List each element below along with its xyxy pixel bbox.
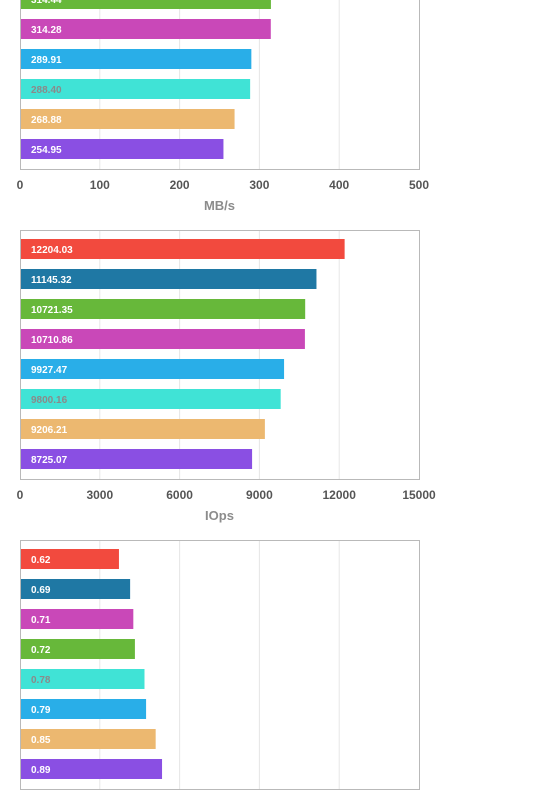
bar	[21, 19, 271, 39]
x-tick-label: 3000	[86, 488, 113, 502]
x-axis-title: IOps	[205, 508, 234, 523]
x-tick-label: 15000	[402, 488, 436, 502]
bar	[21, 269, 317, 289]
x-axis-title: MB/s	[204, 198, 235, 213]
bar	[21, 609, 134, 629]
x-tick-label: 12000	[323, 488, 357, 502]
bar-value-label: 289.91	[31, 55, 62, 66]
bar-value-label: 10710.86	[31, 335, 73, 346]
bar	[21, 329, 305, 349]
bar-value-label: 314.28	[31, 25, 62, 36]
bar	[21, 419, 265, 439]
x-tick-label: 0	[17, 488, 24, 502]
chart-1: 314.44 314.28 289.91 288.40 268.88 254.95 0 100…	[17, 0, 429, 213]
bar-value-label: 0.85	[31, 735, 51, 746]
bar-value-label: 11145.32	[31, 275, 72, 286]
bar-value-label: 0.78	[31, 675, 51, 686]
bar-value-label: 9800.16	[31, 395, 68, 406]
x-tick-label: 6000	[166, 488, 193, 502]
x-tick-label: 400	[329, 178, 349, 192]
bar	[21, 359, 285, 379]
x-tick-label: 200	[170, 178, 190, 192]
x-tick-label: 300	[249, 178, 269, 192]
bar-value-label: 9927.47	[31, 365, 68, 376]
bar-value-label: 9206.21	[31, 425, 68, 436]
bar	[21, 699, 147, 719]
bar	[21, 639, 135, 659]
bar	[21, 299, 306, 319]
bar	[21, 109, 235, 129]
plot-frame	[20, 230, 420, 480]
x-tick-label: 100	[90, 178, 110, 192]
x-tick-label: 500	[409, 178, 429, 192]
bar	[21, 449, 253, 469]
chart-3: 0.62 0.69 0.71 0.72 0.78 0.79 0.85 0.89	[20, 540, 420, 790]
bar	[21, 729, 156, 749]
x-tick-label: 0	[17, 178, 24, 192]
bar-value-label: 0.89	[31, 765, 51, 776]
bar-value-label: 314.44	[31, 0, 62, 6]
bar-value-label: 0.62	[31, 555, 51, 566]
bar	[21, 549, 119, 569]
bar	[21, 579, 131, 599]
bar-value-label: 8725.07	[31, 455, 68, 466]
bar-value-label: 0.72	[31, 645, 51, 656]
bar	[21, 49, 252, 69]
bar	[21, 0, 271, 9]
bar-value-label: 10721.35	[31, 305, 73, 316]
bar	[21, 389, 281, 409]
x-tick-label: 9000	[246, 488, 273, 502]
bar	[21, 239, 345, 259]
bar	[21, 669, 145, 689]
plot-frame	[20, 540, 420, 790]
bar-value-label: 0.69	[31, 585, 51, 596]
bar	[21, 79, 251, 99]
bar-value-label: 12204.03	[31, 245, 73, 256]
bar-value-label: 0.79	[31, 705, 51, 716]
chart-2: 12204.03 11145.32 10721.35 10710.86 9927.47 9…	[17, 230, 436, 523]
bar	[21, 759, 163, 779]
bar	[21, 139, 224, 159]
plot-frame	[20, 0, 420, 170]
bar-value-label: 288.40	[31, 85, 62, 96]
bar-value-label: 268.88	[31, 115, 62, 126]
bar-value-label: 254.95	[31, 145, 62, 156]
bar-value-label: 0.71	[31, 615, 51, 626]
